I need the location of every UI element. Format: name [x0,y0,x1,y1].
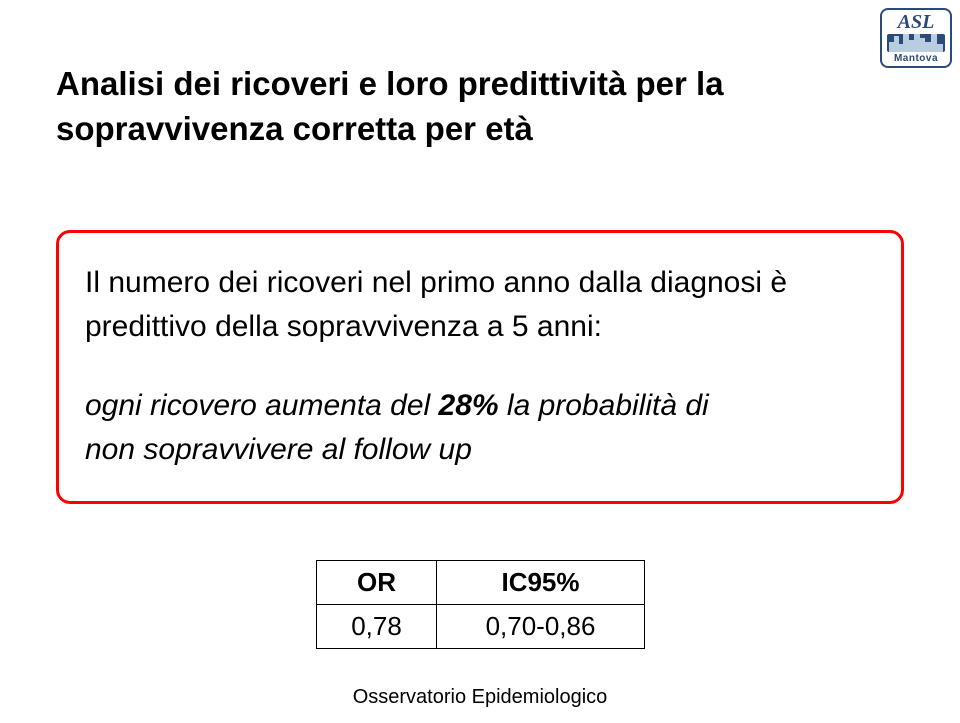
title-line-1: Analisi dei ricoveri e loro predittività… [56,62,816,107]
table-row: 0,78 0,70-0,86 [317,605,645,649]
footer-text: Osservatorio Epidemiologico [0,686,960,709]
table-header-or: OR [317,561,437,605]
table-header-ic95: IC95% [437,561,645,605]
slide-title: Analisi dei ricoveri e loro predittività… [56,62,816,151]
box-line3-part-b: la probabilità di [499,389,709,422]
box-text-line-3: ogni ricovero aumenta del 28% la probabi… [85,384,875,428]
logo-top-text: ASL [898,12,935,32]
highlight-box: Il numero dei ricoveri nel primo anno da… [56,230,904,504]
box-text-line-4: non sopravvivere al follow up [85,428,875,472]
table-cell-or: 0,78 [317,605,437,649]
title-line-2: sopravvivenza corretta per età [56,107,816,152]
logo-bottom-text: Mantova [894,53,938,64]
box-text-line-2: predittivo della sopravvivenza a 5 anni: [85,305,875,349]
box-text-line-1: Il numero dei ricoveri nel primo anno da… [85,261,875,305]
table-header-row: OR IC95% [317,561,645,605]
table-cell-ic95: 0,70-0,86 [437,605,645,649]
asl-logo: ASL Mantova [880,8,952,68]
results-table: OR IC95% 0,78 0,70-0,86 [316,560,645,649]
logo-skyline [887,34,945,52]
box-line3-pct: 28% [439,389,499,422]
box-line3-part-a: ogni ricovero aumenta del [85,389,439,422]
